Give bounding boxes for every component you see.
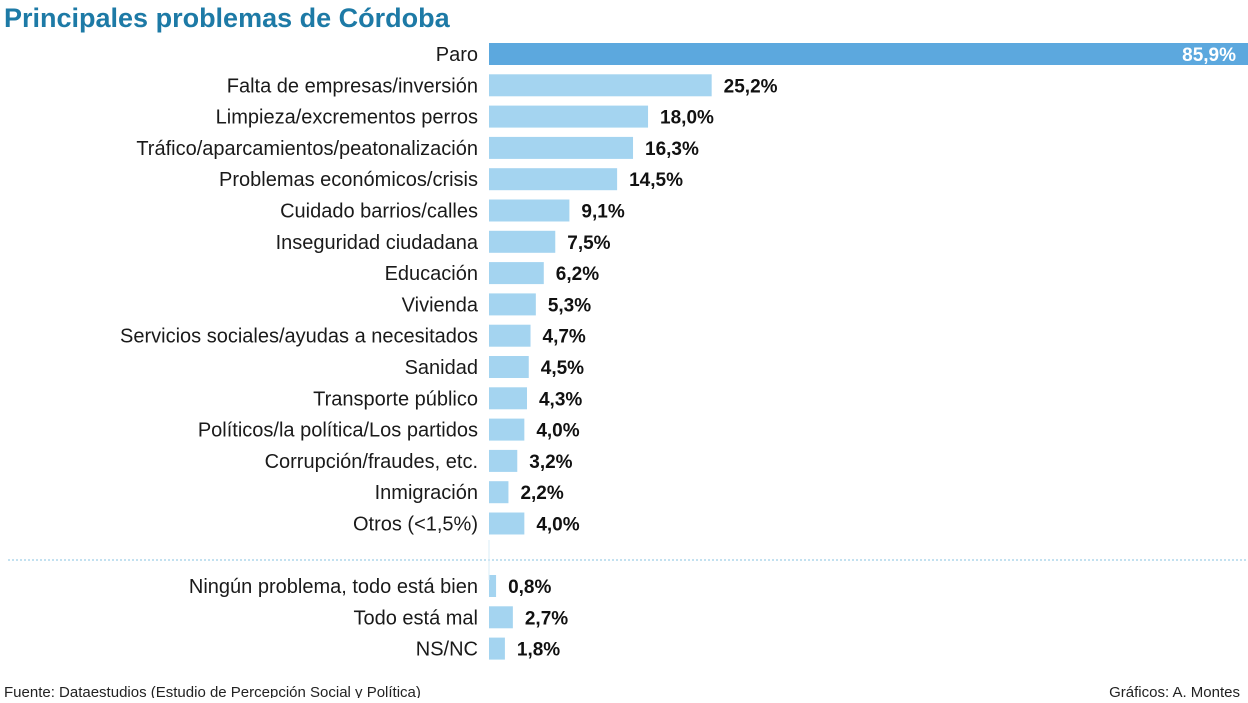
value-label: 14,5% <box>629 170 683 191</box>
bar <box>489 418 525 441</box>
credit-note: Gráficos: A. Montes <box>1109 684 1240 698</box>
bar <box>489 512 525 535</box>
value-label: 4,0% <box>536 421 579 442</box>
chart-title: Principales problemas de Córdoba <box>4 3 451 33</box>
value-label: 4,0% <box>536 515 579 536</box>
bar <box>489 637 505 660</box>
bar <box>489 199 570 222</box>
category-label: Corrupción/fraudes, etc. <box>265 451 478 473</box>
bar <box>489 293 536 316</box>
bar <box>489 230 556 253</box>
bar <box>489 606 513 629</box>
bar <box>489 136 634 159</box>
category-label: Falta de empresas/inversión <box>227 75 478 97</box>
category-label: Inmigración <box>375 482 478 504</box>
category-label: Cuidado barrios/calles <box>280 201 478 223</box>
category-label: NS/NC <box>416 639 478 661</box>
category-label: Ningún problema, todo está bien <box>189 576 478 598</box>
bar <box>489 481 509 504</box>
bar <box>489 43 1248 65</box>
bar <box>489 387 527 410</box>
value-label: 18,0% <box>660 108 714 129</box>
category-label: Transporte público <box>313 388 478 410</box>
category-label: Vivienda <box>402 294 479 316</box>
category-label: Paro <box>436 44 478 66</box>
category-label: Sanidad <box>405 357 478 379</box>
bar <box>489 262 544 285</box>
value-label: 4,7% <box>543 327 586 348</box>
value-label: 85,9% <box>1182 45 1236 66</box>
value-label: 5,3% <box>548 295 591 316</box>
value-label: 2,7% <box>525 608 568 629</box>
category-label: Otros (<1,5%) <box>353 514 478 536</box>
value-label: 7,5% <box>567 233 610 254</box>
source-note: Fuente: Dataestudios (Estudio de Percepc… <box>4 684 421 698</box>
category-label: Políticos/la política/Los partidos <box>198 420 478 442</box>
bar <box>489 168 618 191</box>
value-label: 0,8% <box>508 577 551 598</box>
value-label: 4,5% <box>541 358 584 379</box>
category-label: Tráfico/aparcamientos/peatonalización <box>136 138 478 160</box>
value-label: 1,8% <box>517 640 560 661</box>
bar <box>489 575 497 597</box>
category-label: Servicios sociales/ayudas a necesitados <box>120 326 478 348</box>
bar <box>489 324 531 347</box>
bar <box>489 356 529 378</box>
category-label: Inseguridad ciudadana <box>276 232 479 254</box>
category-label: Limpieza/excrementos perros <box>216 107 478 129</box>
category-label: Educación <box>385 263 478 285</box>
value-label: 9,1% <box>581 202 624 223</box>
value-label: 6,2% <box>556 264 599 285</box>
category-label: Problemas económicos/crisis <box>219 169 478 191</box>
value-label: 4,3% <box>539 389 582 410</box>
value-label: 3,2% <box>529 452 572 473</box>
value-label: 2,2% <box>520 483 563 504</box>
value-label: 25,2% <box>724 76 778 97</box>
bar <box>489 105 649 128</box>
category-label: Todo está mal <box>353 607 478 629</box>
value-label: 16,3% <box>645 139 699 160</box>
bar <box>489 449 518 472</box>
bar <box>489 74 712 97</box>
